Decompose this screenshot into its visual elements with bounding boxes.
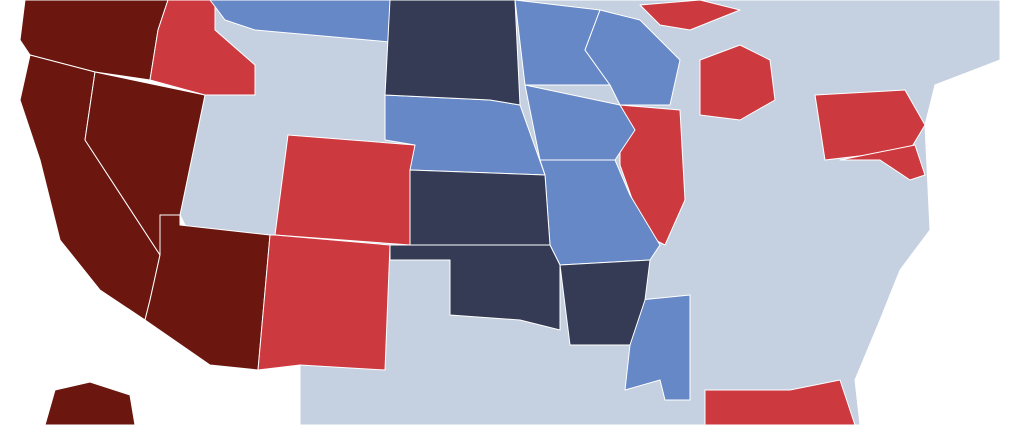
state-ak (44, 381, 136, 425)
state-fl (704, 379, 856, 425)
state-ar (559, 259, 651, 346)
state-ia (524, 84, 636, 161)
state-pa (814, 89, 926, 161)
region-group (209, 0, 691, 401)
state-az (144, 214, 271, 371)
state-nm (257, 234, 391, 371)
state-wi (584, 9, 681, 106)
state-ms (624, 294, 691, 401)
state-mi-up (639, 0, 741, 31)
region-group (384, 0, 651, 346)
state-md (839, 144, 926, 181)
state-ks (409, 169, 551, 246)
state-co (274, 134, 416, 246)
state-ok (389, 244, 561, 331)
region-group (19, 0, 271, 425)
state-nd-sd (384, 0, 521, 106)
state-mi (699, 44, 776, 121)
state-id (149, 0, 256, 96)
state-mt (209, 0, 391, 43)
